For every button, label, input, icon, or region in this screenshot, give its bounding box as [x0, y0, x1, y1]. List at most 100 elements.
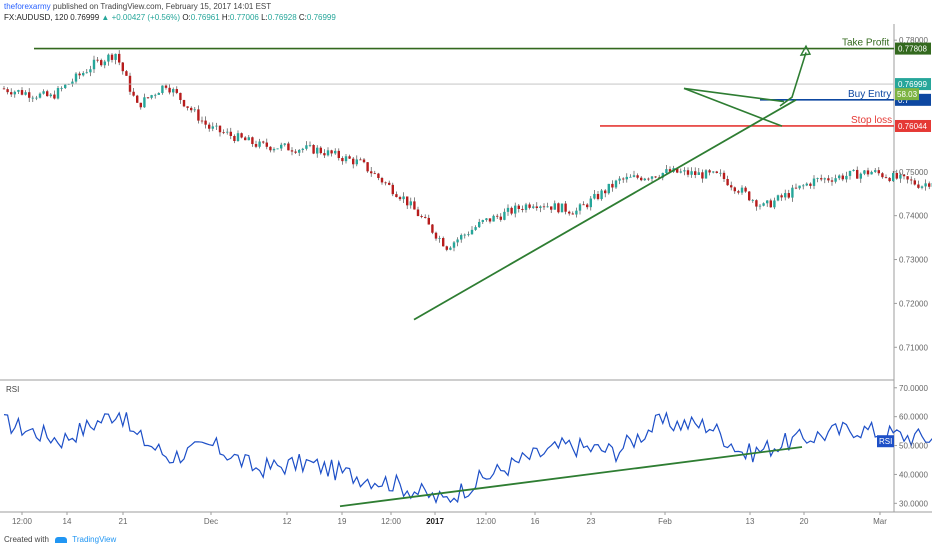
candle: [107, 53, 110, 66]
candle-body: [337, 150, 340, 159]
candle-body: [431, 224, 434, 233]
candle-body: [452, 242, 456, 248]
candle: [96, 56, 99, 63]
candle-body: [632, 175, 636, 177]
candle: [654, 176, 657, 179]
candle: [143, 93, 146, 108]
candle-body: [762, 203, 765, 206]
candle-body: [816, 178, 819, 179]
price-tick-label: 0.75000: [899, 168, 928, 177]
candle-body: [449, 247, 452, 250]
author-link[interactable]: theforexarmy: [4, 2, 51, 11]
candle: [280, 142, 283, 151]
candle-body: [244, 137, 247, 141]
candle: [377, 172, 380, 181]
candle-body: [53, 94, 56, 99]
candle-body: [193, 109, 196, 111]
candle-body: [150, 95, 153, 98]
candle: [276, 148, 279, 150]
candle: [553, 200, 556, 210]
candle: [226, 128, 229, 135]
time-tick-label: 12:00: [12, 517, 33, 526]
candle-body: [445, 246, 448, 250]
candle: [809, 182, 812, 189]
candle: [625, 173, 628, 183]
candle-body: [125, 71, 128, 76]
candle-body: [298, 149, 301, 153]
candle-body: [928, 183, 931, 187]
candle-body: [485, 218, 488, 221]
candle: [683, 167, 686, 176]
candle: [773, 197, 776, 210]
price-tick-label: 0.74000: [899, 212, 928, 221]
take-profit-price-tag-text: 0.77808: [898, 45, 927, 54]
candle-body: [542, 206, 546, 208]
candle: [56, 85, 60, 100]
candle: [182, 99, 186, 108]
candle: [686, 167, 690, 178]
candle: [755, 199, 758, 211]
candle-body: [474, 227, 477, 230]
candle: [154, 93, 157, 99]
candle-body: [751, 200, 754, 201]
candle: [190, 106, 193, 113]
candle: [179, 92, 182, 104]
candle: [784, 189, 787, 201]
candle-body: [737, 191, 740, 193]
candle: [532, 204, 535, 209]
candle: [125, 70, 128, 76]
candle-body: [2, 88, 6, 90]
candle-body: [341, 158, 344, 162]
candle: [514, 202, 517, 218]
tradingview-link[interactable]: TradingView: [72, 535, 117, 544]
candle: [420, 214, 423, 219]
candle: [751, 199, 754, 203]
candle-body: [359, 159, 362, 161]
candle-body: [496, 215, 499, 217]
candle: [204, 116, 207, 129]
candle: [233, 134, 236, 144]
candle-body: [578, 204, 582, 211]
candle: [305, 141, 308, 151]
take-profit-label: Take Profit: [842, 38, 889, 49]
publish-info: theforexarmy published on TradingView.co…: [4, 2, 271, 12]
candle: [568, 210, 571, 216]
candle: [719, 169, 722, 177]
candle-body: [402, 196, 405, 200]
candle-body: [557, 203, 560, 213]
candle: [780, 193, 783, 201]
candle-body: [182, 100, 186, 107]
symbol-label[interactable]: FX:AUDUSD, 120: [4, 13, 69, 22]
candle-body: [312, 144, 315, 154]
candle-body: [798, 185, 801, 189]
candle: [859, 172, 862, 183]
candle-body: [866, 170, 870, 175]
candle-body: [290, 150, 294, 152]
candle: [899, 172, 902, 183]
time-tick-label: 12: [283, 517, 292, 526]
candle-body: [820, 178, 823, 180]
candle: [607, 183, 610, 195]
candle-body: [924, 183, 927, 187]
candle-body: [744, 187, 747, 192]
candle: [614, 179, 618, 189]
candle: [701, 169, 704, 183]
candle-body: [96, 59, 99, 61]
candle: [600, 188, 603, 201]
candle: [406, 196, 409, 210]
candle-body: [107, 54, 110, 62]
candle-body: [571, 213, 574, 215]
candle-body: [600, 190, 603, 200]
candle: [521, 205, 524, 213]
candle-body: [586, 204, 589, 208]
rsi-title: RSI: [6, 385, 19, 394]
candle: [884, 174, 888, 179]
candle: [294, 149, 297, 154]
candle-body: [226, 131, 229, 133]
rsi-tag: [877, 435, 894, 448]
candle: [6, 87, 9, 95]
candle-body: [370, 171, 373, 174]
candle: [64, 84, 67, 89]
candle-body: [35, 97, 38, 99]
